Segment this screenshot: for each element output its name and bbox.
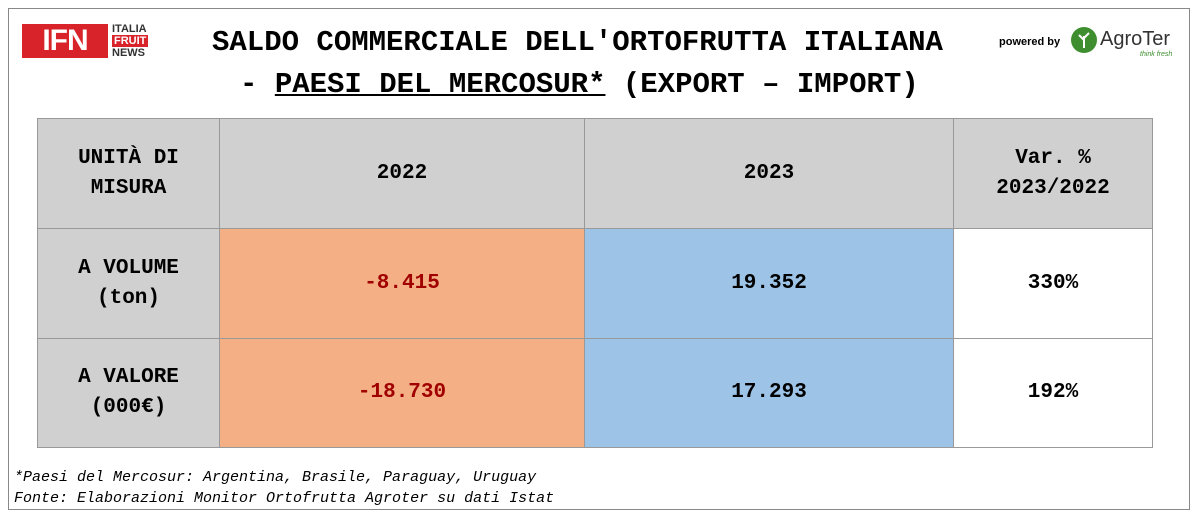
partner-name: AgroTer	[1100, 28, 1171, 50]
cell: 192%	[953, 338, 1153, 448]
logo-mark: IFN	[22, 24, 108, 58]
ifn-logo: IFN ITALIA FRUIT NEWS	[22, 23, 168, 59]
header-cell: Var. % 2023/2022	[953, 118, 1153, 229]
line: UNITÀ DI	[78, 146, 179, 170]
line: 2022	[376, 161, 428, 185]
title: SALDO COMMERCIALE DELL'ORTOFRUTTA ITALIA…	[212, 26, 943, 59]
partner-icon	[1071, 27, 1097, 53]
powered-by: powered by	[999, 36, 1061, 48]
line: Var. %	[1015, 146, 1091, 170]
table: UNITÀ DI MISURA 2022 2023 Var. % 2023/2022…	[37, 118, 1153, 448]
line: 2023	[743, 161, 795, 185]
header-row: UNITÀ DI MISURA 2022 2023 Var. % 2023/2022	[37, 118, 1153, 229]
line: A VALORE	[78, 366, 179, 389]
cell: 330%	[953, 228, 1153, 339]
logo-text: ITALIA FRUIT NEWS	[112, 23, 149, 59]
cell: -8.415	[219, 228, 585, 339]
line: 2023/2022	[996, 176, 1110, 200]
header-cell: 2022	[219, 118, 585, 229]
subtitle-prefix: -	[240, 68, 258, 101]
subtitle: - PAESI DEL MERCOSUR* (EXPORT – IMPORT)	[240, 68, 919, 101]
row-label: A VALORE (000€)	[37, 338, 220, 448]
line: A VOLUME	[78, 256, 179, 280]
line: (000€)	[90, 396, 167, 419]
logo-line: ITALIA	[112, 23, 147, 35]
header-cell: 2023	[584, 118, 954, 229]
row: A VALORE (000€) -18.730 17.293 192%	[37, 338, 1153, 448]
logo-line: FRUIT	[112, 35, 149, 47]
row-label: A VOLUME (ton)	[37, 228, 220, 339]
row: A VOLUME (ton) -8.415 19.352 330%	[37, 228, 1153, 339]
cell: -18.730	[219, 338, 585, 448]
partner-tagline: think fresh	[1140, 51, 1173, 58]
subtitle-suffix: (EXPORT – IMPORT)	[622, 68, 919, 101]
note: Fonte: Elaborazioni Monitor Ortofrutta A…	[14, 490, 555, 507]
line: (ton)	[96, 286, 160, 310]
logo-line: NEWS	[112, 47, 145, 59]
subtitle-underlined: PAESI DEL MERCOSUR*	[274, 68, 606, 101]
line: MISURA	[90, 176, 167, 200]
cell: 17.293	[584, 338, 954, 448]
header-cell: UNITÀ DI MISURA	[37, 118, 220, 229]
frame	[8, 8, 1190, 510]
cell: 19.352	[584, 228, 954, 339]
note: *Paesi del Mercosur: Argentina, Brasile,…	[14, 469, 537, 486]
